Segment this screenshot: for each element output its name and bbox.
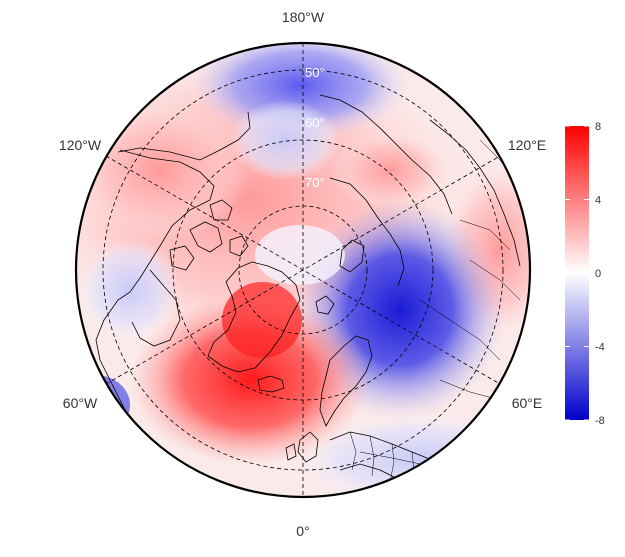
lon-label-180w: 180°W bbox=[282, 9, 325, 25]
lon-label-120e: 120°E bbox=[508, 137, 546, 153]
lon-label-0: 0° bbox=[296, 523, 309, 539]
coast-greenland bbox=[207, 261, 301, 373]
colorbar-tick-label: 0 bbox=[595, 268, 601, 280]
field-white-pole bbox=[255, 225, 345, 285]
latitude-circle-50 bbox=[102, 69, 504, 471]
map-frame bbox=[74, 41, 532, 499]
colorbar-tick-label: -4 bbox=[595, 342, 605, 354]
lon-label-120w: 120°W bbox=[59, 137, 102, 153]
colorbar-tick-label: -8 bbox=[595, 415, 605, 427]
colorbar-tick-label: 8 bbox=[595, 121, 601, 133]
coastlines bbox=[95, 94, 521, 489]
latitude-label-50: 50° bbox=[305, 65, 325, 80]
coast-hudson-bay bbox=[131, 269, 181, 347]
field-lightblue-canada bbox=[80, 240, 180, 340]
field-blue-pacific bbox=[190, 43, 410, 140]
coast-siberia bbox=[319, 94, 453, 215]
meridian-60w-120e bbox=[105, 155, 501, 385]
field-pink-siberia bbox=[330, 130, 450, 210]
field-red-greenland bbox=[222, 282, 302, 358]
coast-novaya-zemlya bbox=[339, 239, 365, 273]
coast-alaska bbox=[117, 111, 251, 161]
lon-label-60w: 60°W bbox=[63, 395, 98, 411]
borders-europe bbox=[349, 431, 433, 483]
borders-asia bbox=[419, 139, 521, 401]
coast-iceland bbox=[257, 375, 285, 393]
colorbar-tick-label: 4 bbox=[595, 195, 601, 207]
coast-svalbard bbox=[315, 295, 335, 315]
coast-north-america bbox=[95, 149, 215, 441]
anomaly-field bbox=[76, 43, 530, 497]
field-lightblue-bering bbox=[230, 100, 340, 180]
latitude-label-60: 60° bbox=[305, 115, 325, 130]
colorbar-ticks: 8 4 0 -4 -8 bbox=[565, 121, 605, 427]
coast-british-isles bbox=[285, 431, 319, 463]
coast-canada-islands bbox=[169, 199, 249, 271]
colorbar: 8 4 0 -4 -8 bbox=[565, 121, 605, 427]
lon-label-60e: 60°E bbox=[512, 395, 543, 411]
coast-scandinavia bbox=[319, 335, 373, 427]
graticule bbox=[102, 43, 504, 497]
field-red-atlantic bbox=[130, 295, 370, 465]
coast-arctic-russia bbox=[329, 177, 405, 287]
coast-east-asia bbox=[429, 119, 521, 267]
latitude-label-70: 70° bbox=[305, 175, 325, 190]
